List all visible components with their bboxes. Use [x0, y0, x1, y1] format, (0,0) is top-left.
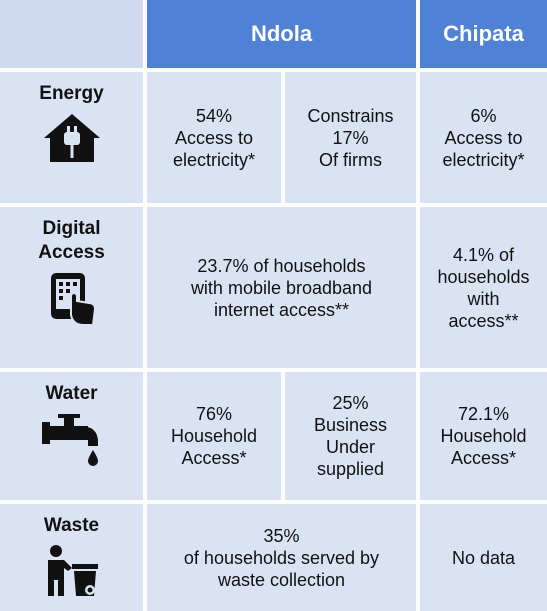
- text-line: supplied: [316, 459, 385, 479]
- text-line: 6%: [470, 105, 497, 126]
- text-line: Business: [313, 415, 388, 435]
- text-line: electricity*: [172, 149, 256, 170]
- text-line: No data: [451, 547, 516, 568]
- text-line: Water: [45, 383, 98, 404]
- text-line: Under: [325, 437, 376, 457]
- text-line: Access*: [181, 448, 247, 468]
- text-line: electricity*: [442, 149, 525, 170]
- data-cell: 4.1% of households with access**: [420, 207, 547, 368]
- text-line: waste collection: [217, 569, 346, 590]
- data-cell: 25% Business Under supplied: [285, 372, 416, 500]
- data-cell: 23.7% of households with mobile broadband…: [147, 207, 416, 368]
- header-cell: Ndola: [147, 0, 416, 68]
- text-line: Household: [440, 426, 527, 446]
- text-line: Of firms: [319, 149, 382, 170]
- header-cell: Chipata: [420, 0, 547, 68]
- data-cell: 72.1% Household Access*: [420, 372, 547, 500]
- text-line: 4.1% of: [452, 244, 515, 265]
- data-cell: 54% Access to electricity*: [147, 72, 281, 203]
- text-line: Access: [38, 242, 105, 263]
- waste-icon: [47, 545, 98, 596]
- text-line: Chipata: [443, 21, 524, 46]
- text-line: Access*: [450, 448, 517, 468]
- text-line: households: [437, 266, 530, 287]
- text-line: 54%: [195, 105, 233, 126]
- text-line: of households served by: [183, 547, 380, 568]
- text-line: 25%: [332, 393, 369, 413]
- text-line: Household: [170, 426, 258, 446]
- data-cell: Constrains 17% Of firms: [285, 72, 416, 203]
- row-label: Digital Access: [0, 207, 143, 368]
- header-blank: [0, 0, 143, 68]
- text-line: Waste: [43, 515, 100, 536]
- text-line: with: [467, 288, 500, 309]
- water-icon: [41, 414, 98, 466]
- text-line: 35%: [263, 525, 300, 546]
- text-line: 17%: [332, 127, 369, 148]
- text-line: Energy: [39, 83, 104, 104]
- energy-icon: [43, 114, 100, 162]
- text-line: 76%: [195, 404, 233, 424]
- text-line: Digital: [42, 218, 101, 239]
- text-line: access**: [448, 310, 519, 331]
- row-label: Waste: [0, 504, 143, 611]
- data-cell: 6% Access to electricity*: [420, 72, 547, 203]
- digital-icon: [50, 273, 96, 326]
- text-line: with mobile broadband: [190, 277, 373, 298]
- text-line: Access to: [444, 127, 523, 148]
- text-line: Access to: [174, 127, 254, 148]
- text-line: 23.7% of households: [197, 255, 366, 276]
- row-label: Water: [0, 372, 143, 500]
- row-label: Energy: [0, 72, 143, 203]
- text-line: Constrains: [307, 105, 394, 126]
- text-line: Ndola: [250, 21, 313, 46]
- data-cell: 76% Household Access*: [147, 372, 281, 500]
- data-cell: 35% of households served by waste collecti…: [147, 504, 416, 611]
- text-line: internet access**: [213, 299, 350, 320]
- data-cell: No data: [420, 504, 547, 611]
- text-line: 72.1%: [457, 404, 510, 424]
